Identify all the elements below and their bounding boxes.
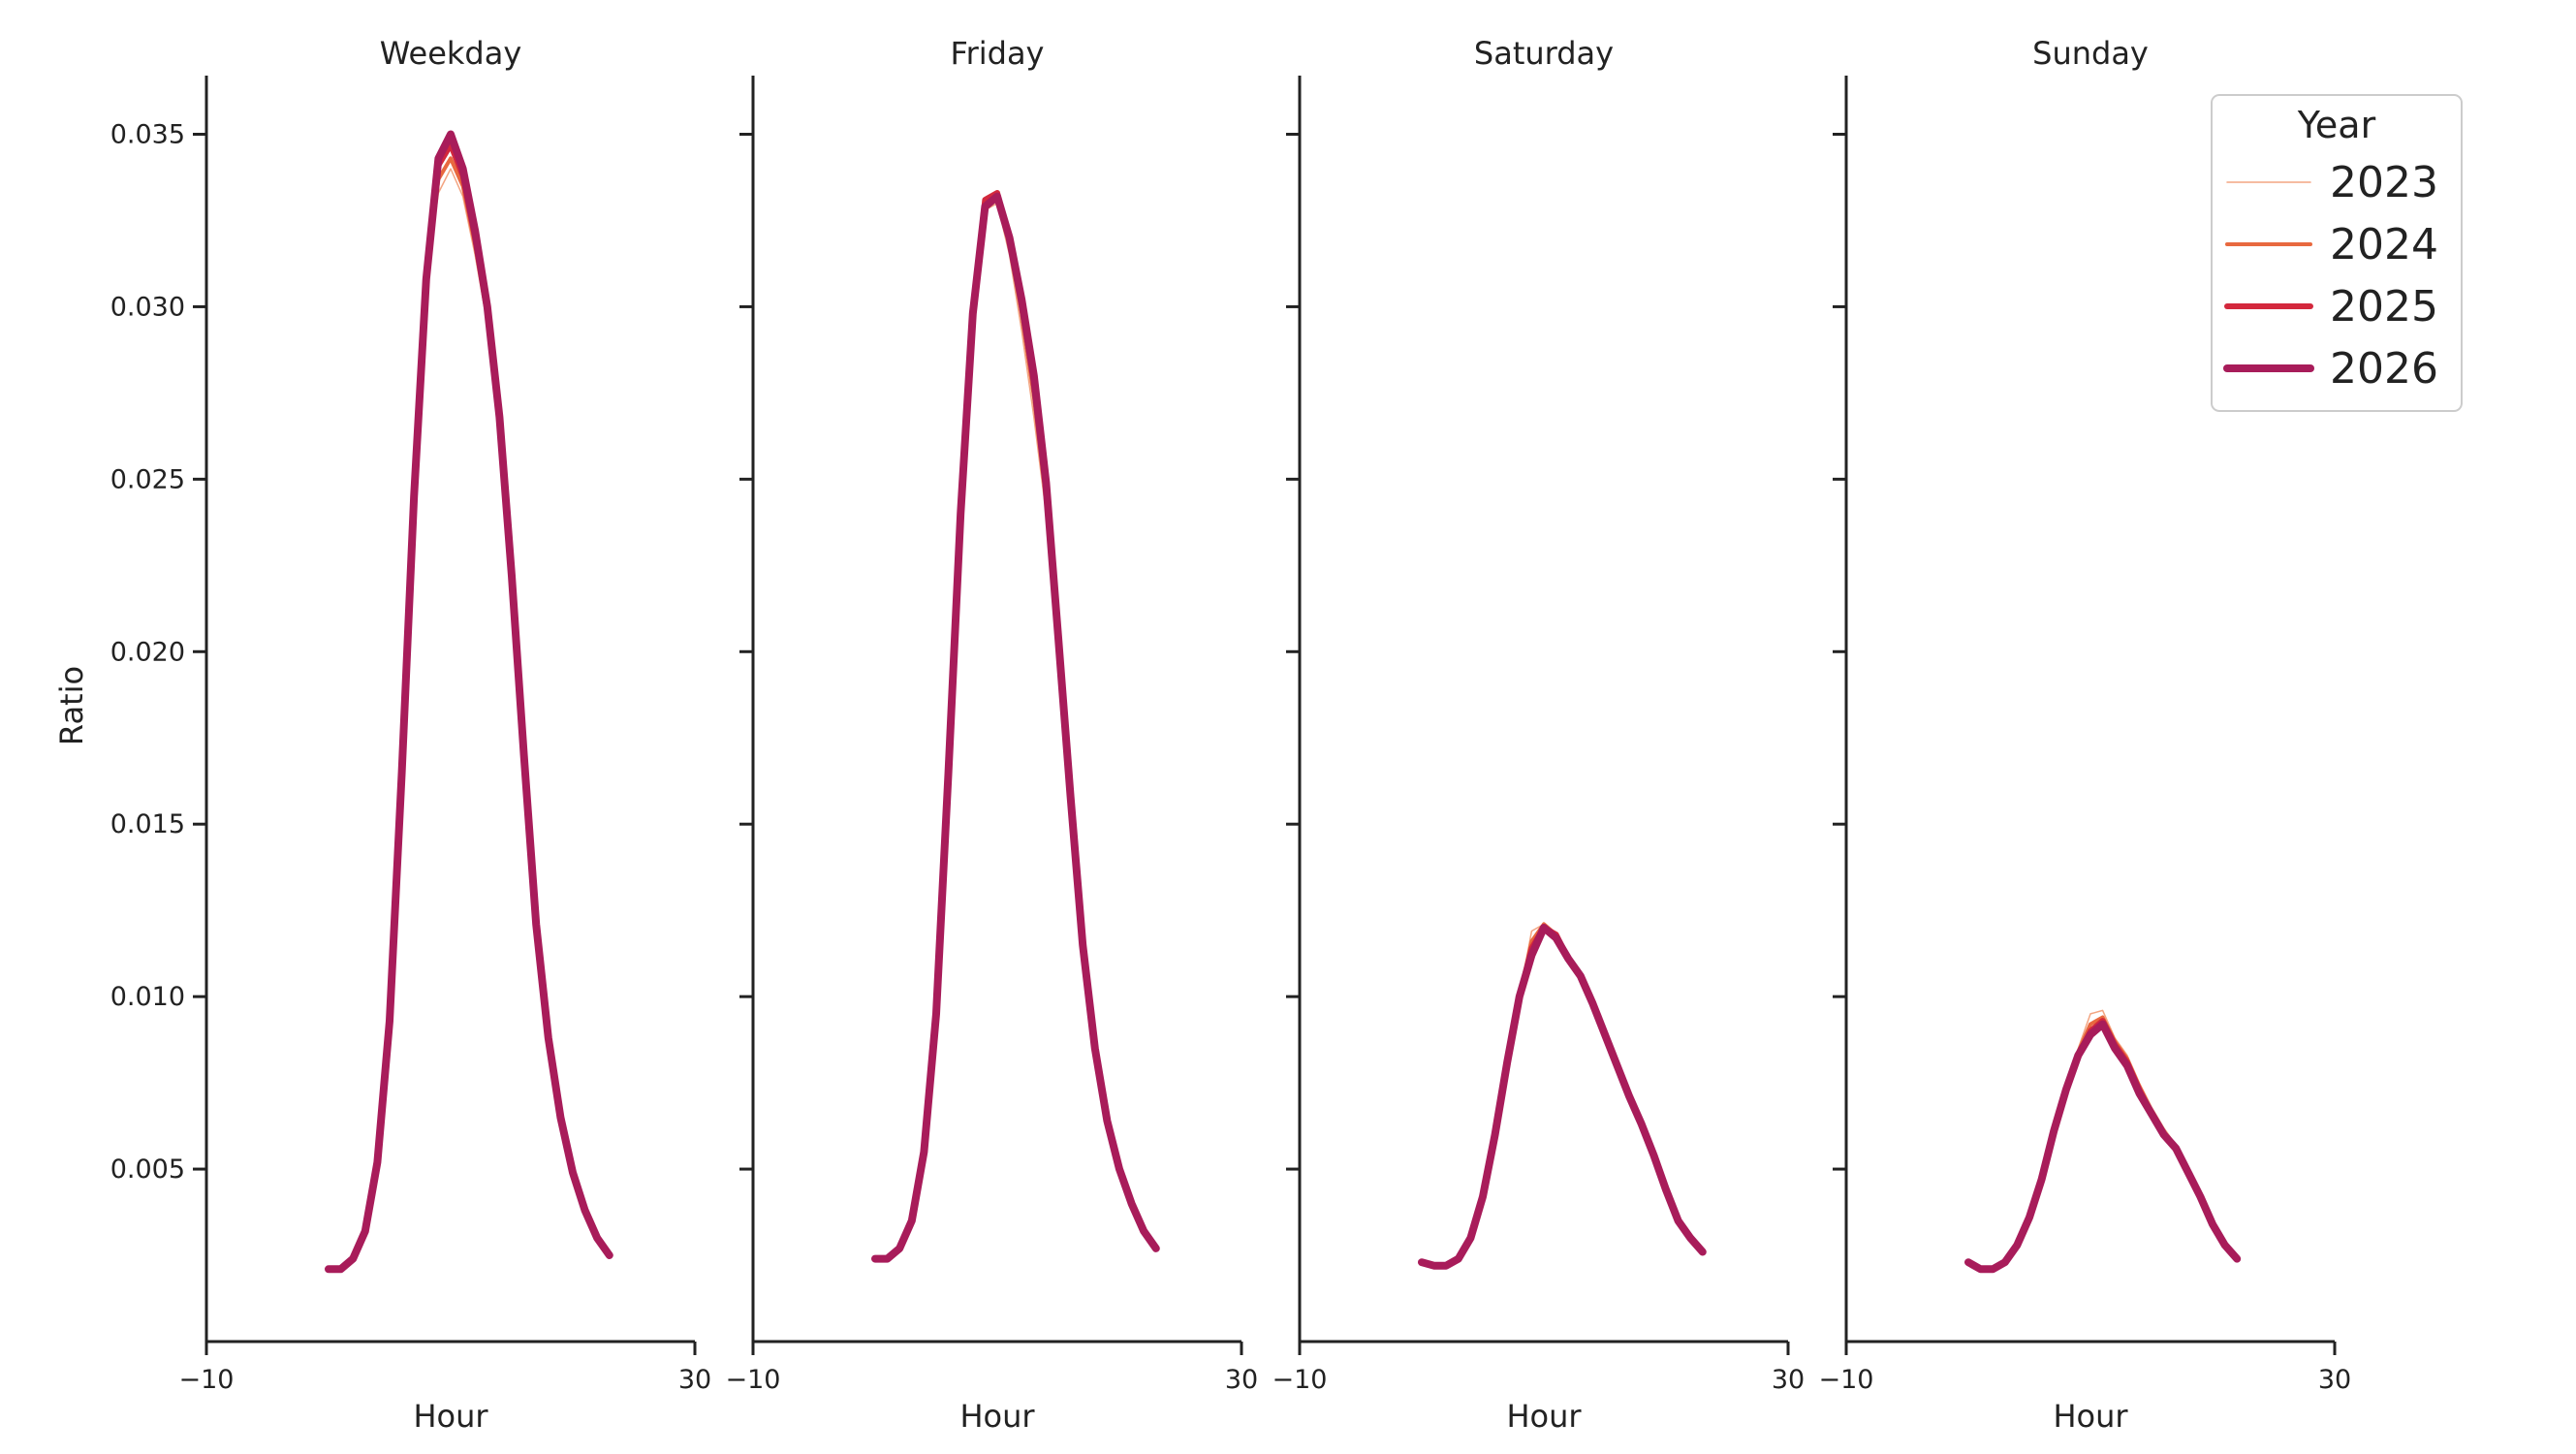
legend-frame xyxy=(2211,94,2463,412)
panel-friday: Friday −10 30 Hour xyxy=(726,35,1259,1435)
x-axis-title: Hour xyxy=(959,1398,1035,1435)
x-tick-label: 30 xyxy=(2318,1365,2351,1395)
legend-label: 2026 xyxy=(2330,344,2438,394)
y-tick-label: 0.025 xyxy=(110,464,185,494)
y-tick-label: 0.015 xyxy=(110,809,185,839)
x-axis-title: Hour xyxy=(1506,1398,1582,1435)
y-axis-title: Ratio xyxy=(53,666,90,745)
panel-saturday: Saturday −10 30 Hour xyxy=(1272,35,1806,1435)
panel-title: Sunday xyxy=(2032,35,2149,72)
series-line-2024 xyxy=(1966,1015,2240,1272)
y-tick-label: 0.005 xyxy=(110,1154,185,1185)
series-line-2023 xyxy=(1421,923,1704,1267)
x-tick-label: 30 xyxy=(1772,1365,1805,1395)
series-line-2023 xyxy=(874,202,1157,1260)
series-line-2023 xyxy=(1967,1009,2238,1271)
x-tick-label: −10 xyxy=(1819,1365,1874,1395)
x-tick-label: 30 xyxy=(678,1365,711,1395)
x-tick-label: −10 xyxy=(179,1365,235,1395)
series-line-2023 xyxy=(328,168,611,1271)
panel-title: Friday xyxy=(951,35,1045,72)
legend-label: 2023 xyxy=(2330,158,2438,207)
panel-title: Saturday xyxy=(1474,35,1614,72)
series-line-2026 xyxy=(1418,924,1707,1270)
x-axis-title: Hour xyxy=(2053,1398,2128,1435)
chart-panels: Weekday 0.005 0.010 0.015 0.020 0.025 0.030 0.0… xyxy=(110,35,2351,1435)
series-line-2025 xyxy=(1419,925,1706,1269)
legend-title: Year xyxy=(2297,104,2376,146)
x-tick-label: −10 xyxy=(1272,1365,1328,1395)
legend-label: 2024 xyxy=(2330,220,2438,269)
legend: Year 2023 2024 2025 2026 xyxy=(2211,94,2463,412)
y-tick-label: 0.010 xyxy=(110,982,185,1012)
legend-entries: 2023 2024 2025 2026 xyxy=(2223,158,2438,394)
panel-sunday: Sunday −10 30 Hour xyxy=(1819,35,2352,1435)
y-tick-label: 0.030 xyxy=(110,292,185,322)
series-line-2024 xyxy=(873,194,1158,1261)
legend-label: 2025 xyxy=(2330,282,2438,332)
panel-weekday: Weekday 0.005 0.010 0.015 0.020 0.025 0.030 0.0… xyxy=(110,35,711,1435)
series-line-2024 xyxy=(1420,922,1705,1268)
series-line-2025 xyxy=(1965,1018,2241,1273)
x-axis-title: Hour xyxy=(413,1398,488,1435)
y-tick-label: 0.020 xyxy=(110,637,185,667)
y-tick-label: 0.035 xyxy=(110,119,185,149)
x-tick-label: −10 xyxy=(726,1365,781,1395)
panel-title: Weekday xyxy=(380,35,522,72)
series-line-2025 xyxy=(872,190,1159,1262)
series-line-2026 xyxy=(325,130,613,1274)
x-tick-label: 30 xyxy=(1225,1365,1258,1395)
series-line-2024 xyxy=(327,156,612,1272)
series-line-2025 xyxy=(326,142,613,1273)
series-line-2026 xyxy=(1964,1020,2242,1274)
series-line-2026 xyxy=(871,192,1160,1263)
